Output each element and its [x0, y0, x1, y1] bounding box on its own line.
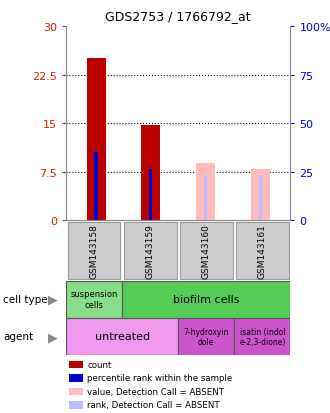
Text: rank, Detection Call = ABSENT: rank, Detection Call = ABSENT — [87, 400, 220, 409]
Text: suspension
cells: suspension cells — [70, 290, 118, 309]
Bar — [66, 281, 122, 318]
Bar — [94, 153, 98, 221]
Text: count: count — [87, 360, 112, 369]
Bar — [86, 59, 106, 221]
Text: GSM143158: GSM143158 — [89, 223, 99, 278]
Bar — [234, 318, 290, 355]
Text: biofilm cells: biofilm cells — [173, 294, 240, 304]
Text: ▶: ▶ — [48, 293, 58, 306]
Text: percentile rank within the sample: percentile rank within the sample — [87, 373, 233, 382]
Bar — [122, 281, 290, 318]
Text: ▶: ▶ — [48, 330, 58, 343]
Text: value, Detection Call = ABSENT: value, Detection Call = ABSENT — [87, 387, 224, 396]
Text: GSM143161: GSM143161 — [258, 223, 267, 278]
Text: untreated: untreated — [94, 332, 150, 342]
Text: GSM143160: GSM143160 — [202, 223, 211, 278]
Text: GSM143159: GSM143159 — [146, 223, 155, 278]
Bar — [236, 223, 289, 279]
Text: isatin (indol
e-2,3-dione): isatin (indol e-2,3-dione) — [239, 327, 285, 346]
Bar — [66, 318, 178, 355]
Bar — [178, 318, 234, 355]
Bar — [259, 176, 262, 221]
Title: GDS2753 / 1766792_at: GDS2753 / 1766792_at — [105, 10, 251, 23]
Bar — [251, 169, 270, 221]
Bar — [141, 126, 160, 221]
Text: 7-hydroxyin
dole: 7-hydroxyin dole — [183, 327, 229, 346]
Text: agent: agent — [3, 332, 33, 342]
Text: cell type: cell type — [3, 294, 48, 304]
Bar — [180, 223, 233, 279]
Bar — [196, 164, 215, 221]
Bar — [68, 223, 120, 279]
Bar — [204, 176, 207, 221]
Bar — [124, 223, 177, 279]
Bar — [149, 169, 152, 221]
